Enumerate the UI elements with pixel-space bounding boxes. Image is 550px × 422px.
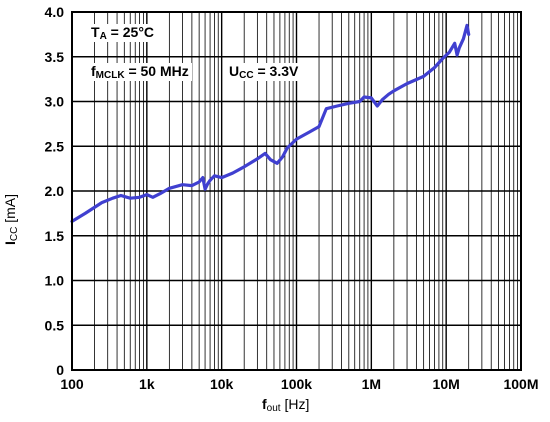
x-tick-label: 100: [60, 376, 84, 392]
y-tick-label: 3.5: [45, 49, 65, 65]
annotation-ucc: UCC = 3.3V: [226, 63, 302, 81]
y-tick-label: 0: [56, 362, 64, 378]
x-tick-label: 1M: [362, 376, 381, 392]
y-tick-label: 4.0: [45, 4, 65, 20]
x-tick-label: 100M: [503, 376, 538, 392]
y-tick-label: 1.5: [45, 228, 65, 244]
y-tick-label: 2.0: [45, 183, 65, 199]
y-tick-label: 1.0: [45, 273, 65, 289]
y-tick-label: 3.0: [45, 94, 65, 110]
y-axis-label: ICC [mA]: [2, 193, 20, 245]
series-line: [70, 23, 471, 223]
annotation-ta: TA = 25°C: [88, 24, 158, 42]
x-tick-label: 100k: [281, 376, 312, 392]
plot-frame: [71, 11, 522, 371]
axis-ticks: 100 1k 10k 100k 1M 10M 100M 0 0.5 1.0 1.5 2.0 2.5 3.0…: [45, 4, 539, 392]
x-tick-label: 10M: [433, 376, 460, 392]
x-tick-label: 1k: [139, 376, 155, 392]
x-tick-label: 10k: [210, 376, 234, 392]
x-axis-label: fout [Hz]: [262, 396, 310, 414]
y-tick-label: 2.5: [45, 138, 65, 154]
series: [70, 23, 471, 223]
annotation-fmclk: fMCLK = 50 MHz: [88, 63, 192, 81]
y-tick-label: 0.5: [45, 317, 65, 333]
